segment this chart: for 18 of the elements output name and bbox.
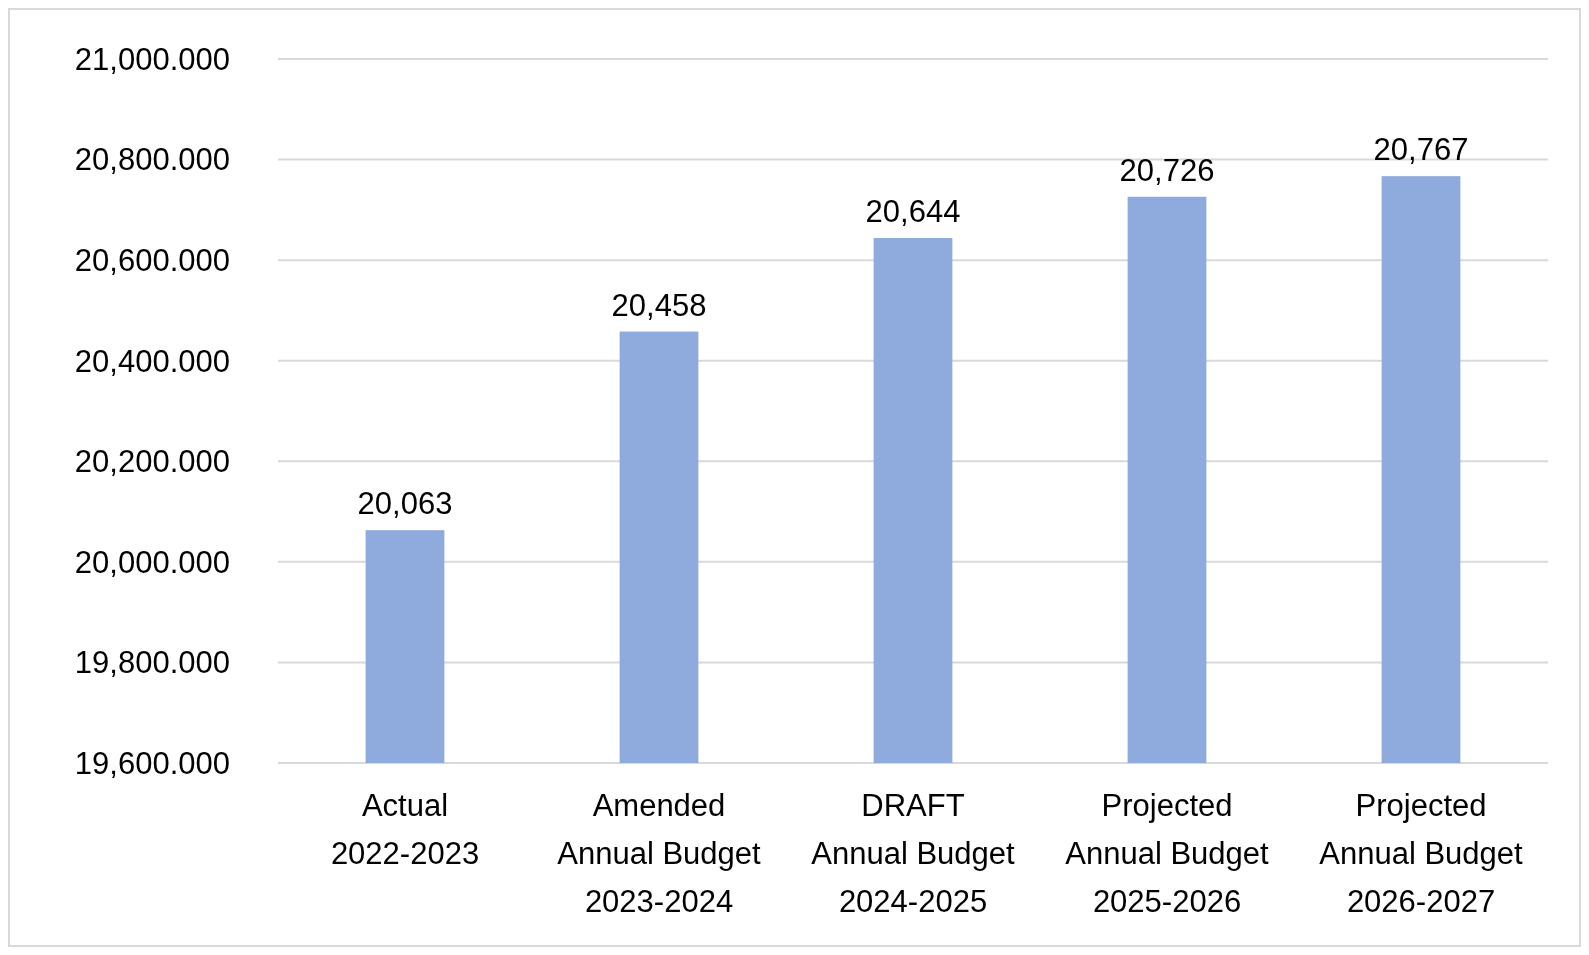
y-tick-label: 20,600.000 [74, 242, 230, 278]
data-label: 20,644 [865, 194, 961, 230]
x-tick-label: Actual 2022-2023 [330, 788, 480, 871]
y-tick-label: 20,400.000 [74, 343, 230, 379]
x-tick-label: DRAFT Annual Budget 2024-2025 [811, 788, 1016, 919]
y-tick-label: 21,000.000 [74, 41, 230, 77]
data-label: 20,767 [1373, 132, 1469, 168]
y-tick-label: 20,200.000 [74, 444, 230, 480]
x-tick-label: Amended Annual Budget 2023-2024 [557, 788, 762, 919]
y-tick-label: 20,000.000 [74, 544, 230, 580]
data-label: 20,726 [1119, 152, 1215, 188]
data-label: 20,063 [357, 486, 453, 522]
x-tick-label: Projected Annual Budget 2025-2026 [1065, 788, 1270, 919]
y-tick-label: 19,800.000 [74, 645, 230, 681]
y-tick-label: 19,600.000 [74, 745, 230, 781]
data-label: 20,458 [611, 287, 707, 323]
x-tick-label: Projected Annual Budget 2026-2027 [1319, 788, 1524, 919]
y-tick-label: 20,800.000 [74, 142, 230, 178]
